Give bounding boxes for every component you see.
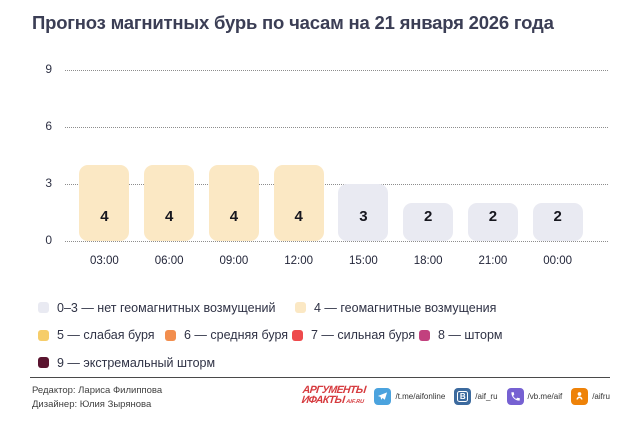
social-link-viber[interactable]: /vb.me/aif [506,388,563,405]
legend-item: 0–3 — нет геомагнитных возмущений [38,301,295,315]
bar-18:00: 2 [403,203,454,241]
bar-value-label: 4 [164,208,174,225]
legend: 0–3 — нет геомагнитных возмущений 4 — гео… [38,294,503,377]
legend-label: 8 — шторм [438,328,503,343]
bar-value-label: 2 [488,208,498,225]
y-axis-tick-label: 9 [45,62,52,76]
legend-swatch [292,329,303,341]
x-axis-tick-label: 21:00 [478,255,508,267]
social-handle: /aifru [592,392,610,401]
legend-label: 5 — слабая буря [57,328,155,343]
aif-logo: АРГУМЕНТЫ ИФАКТЫAIF.RU [301,384,367,407]
x-axis-tick-label: 00:00 [543,255,573,267]
legend-swatch [38,302,49,314]
ok-icon [571,388,589,405]
y-axis-tick-label: 6 [45,119,52,133]
bar-15:00: 3 [338,184,389,241]
legend-swatch [38,329,49,341]
x-axis-tick-label: 15:00 [348,255,378,267]
gridline-y9 [65,70,608,71]
legend-label: 9 — экстремальный шторм [57,355,216,370]
y-axis-tick-label: 0 [45,233,52,247]
y-axis-tick-label: 3 [45,176,52,190]
social-handle: /vb.me/aif [527,392,563,401]
legend-item: 7 — сильная буря [292,328,419,342]
telegram-icon [374,388,392,405]
credits: Редактор: Лариса Филиппова Дизайнер: Юли… [32,384,162,411]
x-axis-tick-label: 06:00 [154,255,184,267]
footer: Редактор: Лариса Филиппова Дизайнер: Юли… [0,377,640,424]
bar-06:00: 4 [144,165,195,241]
editor-credit: Редактор: Лариса Филиппова [32,385,163,396]
legend-row: 5 — слабая буря 6 — средняя буря 7 — сильн… [38,322,503,350]
legend-label: 4 — геомагнитные возмущения [314,300,497,315]
social-link-ok[interactable]: /aifru [571,388,610,405]
bar-03:00: 4 [79,165,130,241]
social-links: /t.me/aifonline B/aif_ru/vb.me/aif/aifru [374,388,610,405]
gridline-y3 [65,184,608,185]
legend-label: 6 — средняя буря [184,328,289,343]
legend-swatch [38,357,49,369]
legend-label: 7 — сильная буря [311,328,416,343]
legend-item: 8 — шторм [419,328,503,342]
footer-right: АРГУМЕНТЫ ИФАКТЫAIF.RU /t.me/aifonline B /… [301,384,610,407]
footer-divider [30,377,610,378]
aif-logo-line2: ИФАКТЫAIF.RU [301,393,365,406]
social-link-vk[interactable]: B/aif_ru [454,388,498,405]
bar-09:00: 4 [208,165,259,241]
bar-value-label: 2 [423,208,433,225]
bar-12:00: 4 [273,165,324,241]
x-axis-tick-label: 12:00 [284,255,314,267]
legend-item: 4 — геомагнитные возмущения [295,301,496,315]
legend-swatch [419,329,430,341]
bar-value-label: 4 [229,208,239,225]
designer-credit: Дизайнер: Юлия Зырянова [32,398,152,410]
bar-value-label: 4 [100,208,109,225]
legend-item: 6 — средняя буря [165,328,292,342]
x-axis-tick-label: 03:00 [89,255,119,267]
bar-value-label: 4 [294,208,303,225]
social-handle: /t.me/aifonline [395,392,446,401]
vk-icon: B [454,388,472,405]
gridline-y6 [65,127,608,128]
legend-row: 9 — экстремальный шторм [38,349,503,377]
gridline-y0 [65,241,608,242]
legend-label: 0–3 — нет геомагнитных возмущений [57,300,276,315]
social-handle: /aif_ru [475,392,498,401]
viber-icon [506,388,524,405]
legend-item: 5 — слабая буря [38,328,165,342]
bar-value-label: 3 [359,208,368,225]
social-link-telegram[interactable]: /t.me/aifonline [374,388,445,405]
legend-item: 9 — экстремальный шторм [38,356,215,370]
legend-swatch [295,302,306,314]
x-axis-tick-label: 18:00 [413,255,443,267]
bar-value-label: 2 [553,208,562,225]
aif-site-label: AIF.RU [346,398,365,405]
bar-00:00: 2 [532,203,583,241]
x-axis-tick-label: 09:00 [219,255,249,267]
page-title: Прогноз магнитных бурь по часам на 21 ян… [32,12,554,33]
bar-21:00: 2 [467,203,518,241]
legend-swatch [165,329,176,341]
legend-row: 0–3 — нет геомагнитных возмущений 4 — гео… [38,294,503,322]
